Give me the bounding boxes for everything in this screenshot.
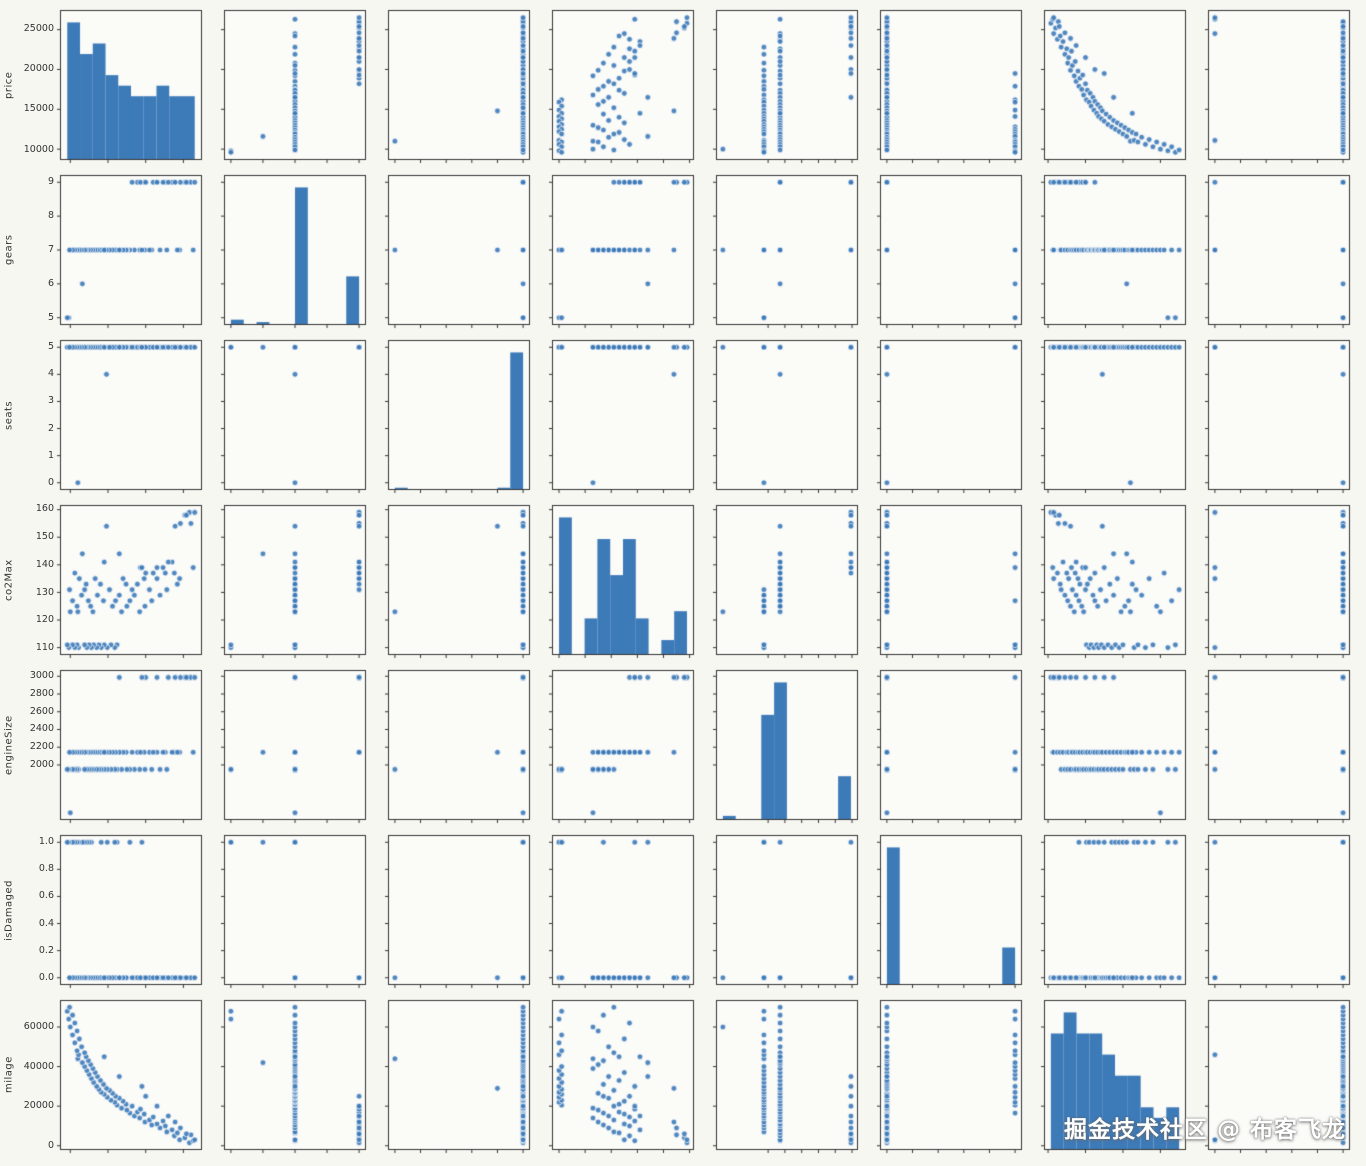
y-tick-label: 0.4 — [38, 917, 54, 929]
cell-seats-vs-engineSize — [711, 335, 863, 495]
cell-price-vs-co2Max — [547, 5, 699, 165]
y-tick-label: 1 — [47, 449, 54, 461]
cell-isDamaged-vs-price — [55, 830, 207, 990]
cell-gears-vs-price — [55, 170, 207, 330]
cell-engineSize-vs-price — [55, 665, 207, 825]
cell-milage-vs-seats — [383, 995, 535, 1155]
cell-isDamaged-vs-col8 — [1203, 830, 1355, 990]
y-tick-label: 2400 — [29, 723, 54, 735]
y-tick-label: 4 — [47, 368, 54, 380]
cell-isDamaged-vs-milage — [1039, 830, 1191, 990]
y-tick-label: 1.0 — [38, 835, 54, 847]
y-tick-label: 120 — [35, 614, 54, 626]
cell-co2Max-vs-engineSize — [711, 500, 863, 660]
cell-price-vs-seats — [383, 5, 535, 165]
y-tick-label: 40000 — [23, 1060, 54, 1072]
cell-co2Max-vs-isDamaged — [875, 500, 1027, 660]
cell-isDamaged-vs-seats — [383, 830, 535, 990]
cell-seats-vs-price — [55, 335, 207, 495]
cell-engineSize-vs-milage — [1039, 665, 1191, 825]
cell-price-vs-col8 — [1203, 5, 1355, 165]
diag-hist-engineSize — [711, 665, 863, 825]
diag-hist-gears — [219, 170, 371, 330]
y-tick-label: 0.8 — [38, 863, 54, 875]
cell-milage-vs-engineSize — [711, 995, 863, 1155]
y-tick-label: 0 — [47, 477, 54, 489]
cell-isDamaged-vs-engineSize — [711, 830, 863, 990]
cell-milage-vs-col8 — [1203, 995, 1355, 1155]
cell-gears-vs-seats — [383, 170, 535, 330]
y-tick-label: 0 — [47, 1140, 54, 1152]
cell-isDamaged-vs-co2Max — [547, 830, 699, 990]
cell-milage-vs-isDamaged — [875, 995, 1027, 1155]
y-tick-label: 3000 — [29, 669, 54, 681]
y-tick-label: 2800 — [29, 687, 54, 699]
y-tick-label: 7 — [47, 244, 54, 255]
cell-milage-vs-price — [55, 995, 207, 1155]
cell-seats-vs-milage — [1039, 335, 1191, 495]
y-tick-label: 6 — [47, 278, 54, 290]
cell-co2Max-vs-price — [55, 500, 207, 660]
y-tick-label: 2 — [47, 422, 54, 434]
cell-co2Max-vs-seats — [383, 500, 535, 660]
y-tick-label: 9 — [47, 175, 54, 187]
axis-label-co2Max: co2Max — [3, 559, 15, 601]
cell-gears-vs-isDamaged — [875, 170, 1027, 330]
cell-seats-vs-isDamaged — [875, 335, 1027, 495]
y-tick-label: 2200 — [29, 741, 54, 753]
cell-isDamaged-vs-gears — [219, 830, 371, 990]
cell-engineSize-vs-col8 — [1203, 665, 1355, 825]
cell-milage-vs-co2Max — [547, 995, 699, 1155]
cell-price-vs-engineSize — [711, 5, 863, 165]
y-tick-label: 0.0 — [38, 972, 54, 984]
cell-seats-vs-co2Max — [547, 335, 699, 495]
cell-engineSize-vs-co2Max — [547, 665, 699, 825]
cell-engineSize-vs-isDamaged — [875, 665, 1027, 825]
cell-seats-vs-col8 — [1203, 335, 1355, 495]
y-tick-label: 20000 — [23, 63, 54, 75]
diag-hist-milage — [1039, 995, 1191, 1155]
y-tick-label: 15000 — [23, 103, 54, 115]
diag-hist-co2Max — [547, 500, 699, 660]
cell-gears-vs-co2Max — [547, 170, 699, 330]
cell-gears-vs-col8 — [1203, 170, 1355, 330]
y-tick-label: 8 — [47, 209, 54, 221]
cell-gears-vs-milage — [1039, 170, 1191, 330]
y-tick-label: 110 — [35, 642, 54, 654]
y-tick-label: 5 — [47, 312, 54, 324]
diag-hist-seats — [383, 335, 535, 495]
axis-label-seats: seats — [3, 400, 15, 430]
y-tick-label: 5 — [47, 340, 54, 352]
y-tick-label: 0.2 — [38, 944, 54, 956]
cell-co2Max-vs-milage — [1039, 500, 1191, 660]
cell-engineSize-vs-gears — [219, 665, 371, 825]
y-tick-label: 25000 — [23, 23, 54, 35]
cell-gears-vs-engineSize — [711, 170, 863, 330]
cell-co2Max-vs-gears — [219, 500, 371, 660]
cell-price-vs-milage — [1039, 5, 1191, 165]
y-tick-label: 150 — [35, 530, 54, 542]
watermark: 掘金技术社区 @ 布客飞龙 — [1063, 1117, 1346, 1143]
diag-hist-isDamaged — [875, 830, 1027, 990]
y-tick-label: 3 — [47, 395, 54, 407]
cell-co2Max-vs-col8 — [1203, 500, 1355, 660]
y-tick-label: 20000 — [23, 1100, 54, 1112]
cell-price-vs-isDamaged — [875, 5, 1027, 165]
y-tick-label: 2600 — [29, 705, 54, 717]
cell-engineSize-vs-seats — [383, 665, 535, 825]
y-tick-label: 130 — [35, 586, 54, 598]
y-tick-label: 160 — [35, 503, 54, 515]
y-tick-label: 2000 — [29, 759, 54, 771]
axis-label-isDamaged: isDamaged — [3, 879, 15, 941]
y-tick-label: 10000 — [23, 143, 54, 155]
diag-hist-price — [55, 5, 207, 165]
cell-milage-vs-gears — [219, 995, 371, 1155]
y-tick-label: 140 — [35, 558, 54, 570]
cell-seats-vs-gears — [219, 335, 371, 495]
cell-price-vs-gears — [219, 5, 371, 165]
y-tick-label: 60000 — [23, 1020, 54, 1032]
y-tick-label: 0.6 — [38, 890, 54, 902]
